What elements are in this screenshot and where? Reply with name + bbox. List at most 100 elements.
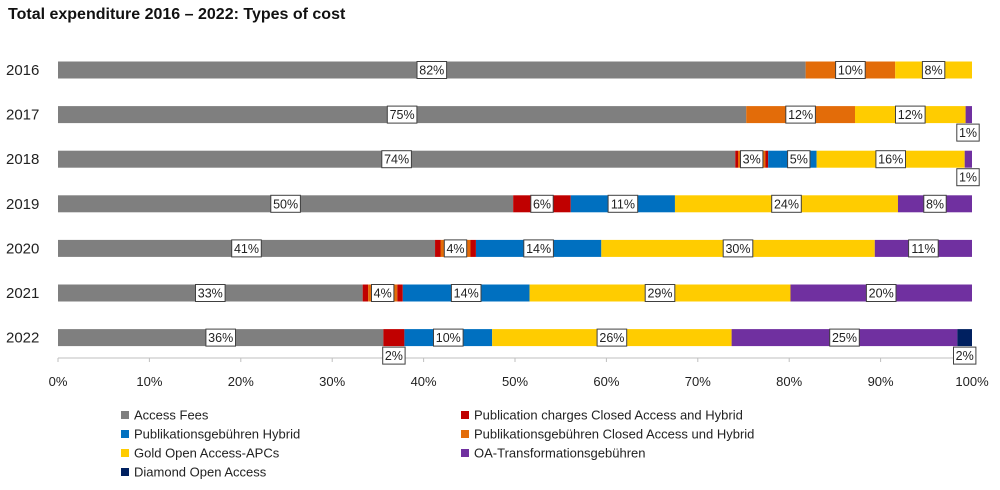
legend-swatch-5 [461, 449, 469, 457]
x-tick-label-1: 10% [136, 374, 162, 389]
legend-swatch-3 [461, 430, 469, 438]
data-label-2019-1: 6% [533, 197, 551, 211]
y-tick-label-2022: 2022 [6, 330, 39, 347]
bar-2020-seg-3 [470, 239, 476, 257]
data-label-2017-3-box [956, 123, 980, 142]
data-label-2019-3-box [771, 194, 802, 213]
data-label-2022-3-box [596, 328, 628, 347]
data-label-2019-3: 24% [774, 197, 799, 211]
data-label-2022-5: 2% [956, 349, 974, 363]
data-label-2016-2-box [921, 61, 946, 79]
x-tick-label-5: 50% [502, 374, 528, 389]
data-label-2020-2-box [443, 239, 468, 258]
data-label-2018-0-box [381, 150, 412, 169]
bar-2022-seg-1 [383, 329, 405, 347]
legend-label-4: Gold Open Access-APCs [134, 446, 280, 461]
legend-swatch-1 [461, 411, 469, 419]
data-label-2020-6: 11% [911, 242, 935, 256]
x-tick-label-7: 70% [685, 374, 711, 389]
data-label-2017-0: 75% [390, 108, 415, 122]
data-label-2021-4-box [450, 284, 482, 302]
data-label-2022-2-box [433, 328, 464, 347]
legend-label-3: Publikationsgebühren Closed Access und H… [474, 427, 754, 442]
data-label-2019-0-box [270, 194, 301, 213]
bar-2020-seg-1 [435, 239, 441, 257]
data-label-2017-2-box [895, 105, 926, 124]
data-label-2022-1-box [382, 346, 406, 365]
data-label-2017-0-box [386, 105, 418, 124]
x-tick-label-4: 40% [411, 374, 437, 389]
x-tick-label-3: 30% [319, 374, 345, 389]
bar-2018-seg-4 [768, 150, 781, 168]
bar-2017-seg-3 [965, 106, 972, 124]
data-label-2022-4-box [829, 328, 860, 347]
data-label-2018-0: 74% [384, 153, 409, 167]
legend-label-1: Publication charges Closed Access and Hy… [474, 408, 743, 423]
data-label-2020-2: 4% [446, 242, 464, 256]
data-label-2022-5-box [953, 346, 977, 365]
data-label-2021-5: 29% [647, 287, 672, 301]
data-label-2022-3: 26% [599, 331, 624, 345]
data-label-2016-2: 8% [925, 64, 943, 78]
data-label-2016-0: 82% [419, 64, 444, 78]
data-label-2018-2-box [740, 150, 764, 169]
data-label-2017-3: 1% [959, 126, 977, 140]
bar-2022-seg-5 [957, 329, 972, 347]
legend-label-5: OA-Transformationsgebühren [474, 446, 646, 461]
y-tick-label-2016: 2016 [6, 62, 39, 79]
data-label-2022-0-box [205, 328, 236, 347]
bar-2018-seg-1 [735, 150, 739, 168]
data-label-2018-8-box [956, 168, 980, 187]
chart-title: Total expenditure 2016 – 2022: Types of … [8, 6, 346, 23]
data-label-2019-0: 50% [273, 197, 298, 211]
legend-label-6: Diamond Open Access [134, 465, 267, 480]
data-label-2020-4: 14% [526, 242, 551, 256]
data-label-2018-6-box [787, 150, 811, 169]
x-tick-label-10: 100% [955, 374, 989, 389]
data-label-2018-7: 16% [878, 153, 903, 167]
data-label-2017-1-box [785, 105, 816, 124]
data-label-2020-6-box [908, 239, 939, 258]
y-tick-label-2019: 2019 [6, 196, 39, 213]
data-label-2021-4: 14% [454, 287, 479, 301]
data-label-2020-0-box [231, 239, 262, 258]
data-label-2016-1: 10% [838, 64, 863, 78]
data-label-2020-5: 30% [725, 242, 750, 256]
data-label-2018-2: 3% [743, 153, 761, 167]
y-tick-label-2021: 2021 [6, 285, 39, 302]
data-label-2018-7-box [875, 150, 907, 169]
data-label-2019-1-box [530, 194, 554, 213]
x-tick-label-2: 20% [228, 374, 254, 389]
x-tick-label-0: 0% [49, 374, 68, 389]
data-label-2017-2: 12% [898, 108, 923, 122]
bar-2021-seg-3 [397, 284, 403, 302]
data-label-2021-0-box [195, 284, 226, 302]
data-label-2016-1-box [835, 61, 866, 79]
data-label-2022-4: 25% [832, 331, 857, 345]
bar-2021-seg-1 [362, 284, 369, 302]
x-tick-label-9: 90% [868, 374, 894, 389]
legend-swatch-2 [121, 430, 129, 438]
data-label-2019-4-box [923, 194, 947, 213]
legend-label-0: Access Fees [134, 408, 209, 423]
data-label-2019-4: 8% [926, 197, 944, 211]
data-label-2022-0: 36% [208, 331, 233, 345]
data-label-2020-5-box [722, 239, 754, 258]
bar-2018-seg-8 [964, 150, 972, 168]
legend-swatch-4 [121, 449, 129, 457]
data-label-2021-6: 20% [869, 287, 894, 301]
data-label-2017-1: 12% [788, 108, 813, 122]
data-label-2018-8: 1% [959, 171, 977, 185]
y-tick-label-2017: 2017 [6, 107, 39, 124]
legend-swatch-6 [121, 468, 129, 476]
legend-swatch-0 [121, 411, 129, 419]
y-tick-label-2018: 2018 [6, 151, 39, 168]
y-tick-label-2020: 2020 [6, 240, 39, 257]
legend-label-2: Publikationsgebühren Hybrid [134, 427, 300, 442]
data-label-2021-2: 4% [374, 287, 392, 301]
data-label-2021-6-box [865, 284, 897, 302]
data-label-2021-0: 33% [198, 287, 223, 301]
x-tick-label-6: 60% [593, 374, 619, 389]
